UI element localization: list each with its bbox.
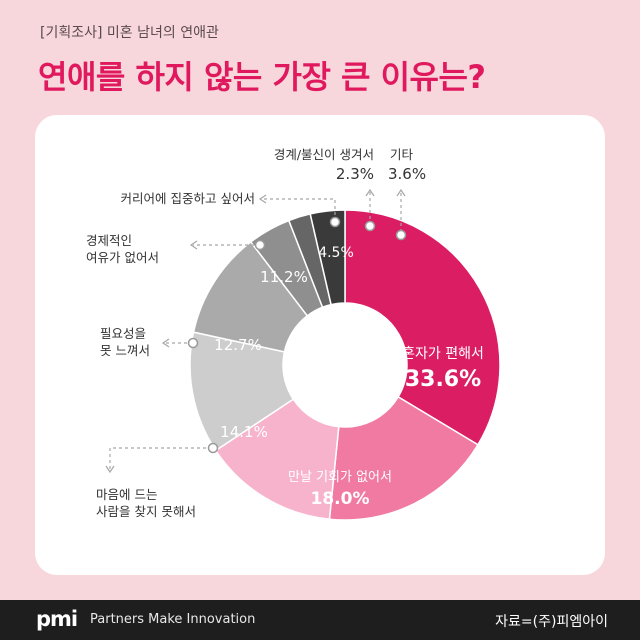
marker-match [207,442,219,454]
connector-match [109,447,212,470]
outside-value-etc: 3.6% [388,165,426,183]
slice-value-opportunity: 18.0% [311,489,370,509]
slice-value-match: 14.1% [220,423,268,441]
outside-label-finance-1: 경제적인 [86,233,132,248]
tagline: Partners Make Innovation [90,612,256,627]
slice-value-finance: 11.2% [260,268,308,286]
slice-value-alone: 33.6% [405,367,481,392]
kicker: [기획조사] 미혼 남녀의 연애관 [40,25,219,41]
outside-value-distrust: 2.3% [336,165,374,183]
outside-label-etc: 기타 [390,147,414,162]
outside-label-career: 커리어에 집중하고 싶어서 [121,191,255,206]
slice-value-career: 4.5% [318,245,354,261]
outside-label-need-2: 못 느껴서 [100,343,150,358]
slice-value-need: 12.7% [214,336,262,354]
donut-slice-opportunity [328,395,479,521]
donut-slice-etc [309,209,346,306]
marker-etc [395,229,407,241]
footer: pmi Partners Make Innovation 자료=(주)피엠아이 [0,600,640,640]
outside-label-need-1: 필요성을 [100,326,146,341]
source-credit: 자료=(주)피엠아이 [495,614,608,630]
marker-need [187,337,199,349]
connector-career [262,198,336,221]
outside-label-match-1: 마음에 드는 [96,487,157,502]
page-title: 연애를 하지 않는 가장 큰 이유는? [38,58,486,96]
slice-label-alone: 혼자가 편해서 [402,346,484,362]
outside-label-distrust: 경계/불신이 생겨서 [274,147,374,162]
outside-label-match-2: 사람을 찾지 못해서 [96,504,196,519]
pmi-logo: pmi [36,607,78,631]
marker-finance [254,239,266,251]
outside-label-finance-2: 여유가 없어서 [86,250,159,265]
slice-label-opportunity: 만날 기회가 없어서 [288,470,392,485]
marker-career [329,216,341,228]
donut-slice-alone [344,209,501,446]
donut-slice-match [214,398,340,521]
marker-distrust [364,220,376,232]
